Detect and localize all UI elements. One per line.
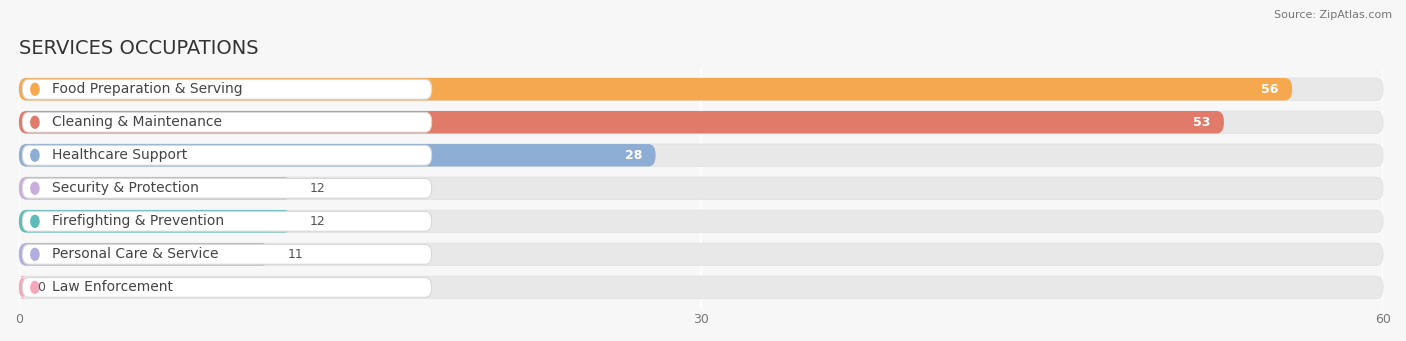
Text: Source: ZipAtlas.com: Source: ZipAtlas.com — [1274, 10, 1392, 20]
FancyBboxPatch shape — [20, 276, 1384, 299]
Text: 0: 0 — [37, 281, 45, 294]
Circle shape — [31, 149, 39, 161]
Circle shape — [31, 83, 39, 95]
FancyBboxPatch shape — [22, 145, 432, 165]
FancyBboxPatch shape — [20, 111, 1384, 133]
Text: 28: 28 — [624, 149, 643, 162]
FancyBboxPatch shape — [20, 243, 269, 266]
FancyBboxPatch shape — [20, 243, 1384, 266]
Circle shape — [31, 216, 39, 227]
FancyBboxPatch shape — [20, 177, 292, 199]
Circle shape — [31, 281, 39, 293]
Text: 53: 53 — [1192, 116, 1211, 129]
Text: 12: 12 — [309, 215, 326, 228]
FancyBboxPatch shape — [20, 210, 1384, 233]
Text: Healthcare Support: Healthcare Support — [52, 148, 187, 162]
FancyBboxPatch shape — [20, 111, 1223, 133]
FancyBboxPatch shape — [20, 78, 1384, 101]
Text: Firefighting & Prevention: Firefighting & Prevention — [52, 214, 224, 228]
FancyBboxPatch shape — [20, 144, 1384, 166]
FancyBboxPatch shape — [22, 112, 432, 132]
Text: 56: 56 — [1261, 83, 1278, 96]
FancyBboxPatch shape — [22, 211, 432, 231]
FancyBboxPatch shape — [22, 244, 432, 264]
FancyBboxPatch shape — [20, 210, 292, 233]
Text: Personal Care & Service: Personal Care & Service — [52, 247, 218, 261]
Text: 12: 12 — [309, 182, 326, 195]
Text: Law Enforcement: Law Enforcement — [52, 280, 173, 294]
Text: 11: 11 — [287, 248, 304, 261]
FancyBboxPatch shape — [22, 178, 432, 198]
Text: Food Preparation & Serving: Food Preparation & Serving — [52, 82, 243, 96]
Text: Security & Protection: Security & Protection — [52, 181, 198, 195]
FancyBboxPatch shape — [18, 276, 27, 299]
FancyBboxPatch shape — [22, 278, 432, 297]
Circle shape — [31, 182, 39, 194]
Text: SERVICES OCCUPATIONS: SERVICES OCCUPATIONS — [20, 39, 259, 58]
FancyBboxPatch shape — [20, 144, 655, 166]
FancyBboxPatch shape — [22, 79, 432, 99]
Circle shape — [31, 248, 39, 260]
FancyBboxPatch shape — [20, 78, 1292, 101]
FancyBboxPatch shape — [20, 177, 1384, 199]
Text: Cleaning & Maintenance: Cleaning & Maintenance — [52, 115, 222, 129]
Circle shape — [31, 116, 39, 128]
